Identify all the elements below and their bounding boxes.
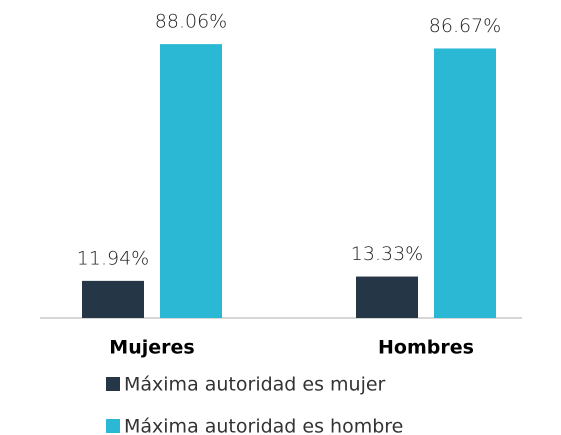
bar bbox=[160, 44, 222, 319]
legend-swatch bbox=[106, 377, 120, 391]
x-tick-label: Mujeres bbox=[109, 337, 194, 359]
data-label: 13.33% bbox=[351, 243, 423, 265]
legend-label: Máxima autoridad es hombre bbox=[124, 416, 403, 435]
legend-label: Máxima autoridad es mujer bbox=[124, 374, 386, 396]
data-label: 86.67% bbox=[429, 15, 501, 37]
x-tick-label: Hombres bbox=[378, 337, 474, 359]
legend-swatch bbox=[106, 419, 120, 433]
data-label: 11.94% bbox=[77, 247, 149, 269]
bar bbox=[82, 280, 144, 318]
bar bbox=[434, 48, 496, 318]
bar bbox=[356, 276, 418, 318]
data-label: 88.06% bbox=[155, 11, 227, 33]
